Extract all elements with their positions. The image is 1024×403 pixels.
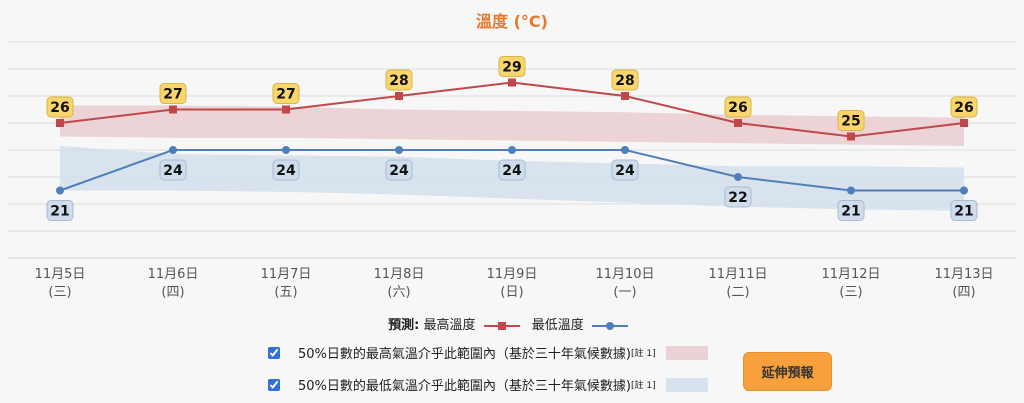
min-temp-value: 24 (615, 163, 635, 179)
max-temp-value: 28 (389, 73, 408, 89)
min-temp-label-box (724, 186, 752, 208)
max-band-label: 50%日數的最高氣溫介乎此範圍內（基於三十年氣候數據) (298, 347, 631, 362)
max-temp-label-box (272, 83, 300, 104)
max-band-toggle-row: 50%日數的最高氣溫介乎此範圍內（基於三十年氣候數據) [註 1] (268, 343, 708, 362)
max-temp-value: 27 (163, 87, 182, 103)
note-link[interactable]: [註 1] (630, 381, 656, 391)
x-axis-date-label: 11月6日 (148, 267, 199, 282)
forecast-legend: 預測: 最高溫度 最低溫度 (0, 314, 1024, 333)
chart-title: 溫度 (°C) (476, 12, 548, 31)
temperature-chart: 26 27 27 28 29 28 26 25 26 21 24 24 24 24 24 22 21 21 11月5… (8, 41, 1016, 300)
max-temp-value: 26 (728, 100, 747, 116)
max-temp-point[interactable] (960, 119, 968, 127)
max-temp-point[interactable] (169, 105, 177, 114)
legend-prefix: 預測: (388, 318, 420, 333)
x-axis-date-label: 11月7日 (261, 267, 312, 282)
max-temp-point[interactable] (621, 92, 629, 100)
max-line-marker-icon (483, 321, 520, 330)
min-temp-point[interactable] (847, 186, 855, 195)
note-link[interactable]: [註 1] (630, 349, 656, 359)
max-temp-value: 27 (276, 87, 295, 103)
min-temp-label-box (837, 200, 865, 221)
max-temp-value: 25 (841, 114, 860, 130)
min-band-checkbox[interactable] (268, 378, 280, 391)
max-temp-point[interactable] (56, 119, 64, 127)
max-temp-label-box (498, 56, 526, 77)
max-temp-point[interactable] (395, 92, 403, 100)
min-temp-value: 24 (502, 163, 522, 179)
min-temp-point[interactable] (282, 146, 290, 154)
min-temp-label-box (385, 159, 413, 181)
x-axis-date-label: 11月5日 (35, 267, 86, 282)
max-temp-band (60, 105, 964, 146)
min-temp-value: 22 (728, 190, 747, 206)
min-temp-value: 24 (276, 163, 296, 179)
x-axis-weekday-label: (四) (952, 285, 975, 300)
x-axis-date-label: 11月13日 (934, 267, 993, 282)
min-band-swatch (665, 377, 708, 392)
x-axis-weekday-label: (一) (613, 285, 636, 300)
x-axis-date-label: 11月11日 (708, 267, 767, 282)
min-temp-label-box (498, 159, 526, 181)
x-axis-weekday-label: (三) (48, 285, 71, 300)
max-temp-label-box (724, 96, 752, 118)
max-temp-value: 26 (954, 100, 973, 116)
x-axis-weekday-label: (二) (726, 285, 749, 300)
min-line-marker-icon (591, 321, 628, 330)
min-band-toggle-row: 50%日數的最低氣溫介乎此範圍內（基於三十年氣候數據) [註 1] (268, 375, 708, 394)
min-temp-label-box (159, 159, 187, 181)
x-axis-weekday-label: (四) (161, 285, 184, 300)
max-temp-label-box (611, 69, 639, 91)
min-band-label: 50%日數的最低氣溫介乎此範圍內（基於三十年氣候數據) (298, 379, 631, 394)
min-temp-point[interactable] (508, 146, 516, 154)
max-temp-point[interactable] (508, 78, 516, 87)
legend-max-label: 最高溫度 (423, 318, 476, 333)
max-temp-point[interactable] (734, 119, 742, 127)
x-axis-weekday-label: (五) (274, 285, 297, 300)
max-band-checkbox[interactable] (268, 346, 280, 359)
min-temp-point[interactable] (169, 146, 177, 154)
min-temp-label-box (611, 159, 639, 181)
max-temp-point[interactable] (847, 132, 855, 141)
max-temp-label-box (950, 96, 978, 118)
max-temp-label-box (159, 83, 187, 104)
min-temp-value: 21 (50, 204, 69, 220)
min-temp-point[interactable] (56, 186, 64, 195)
x-axis-date-label: 11月8日 (374, 267, 425, 282)
min-temp-label-box (272, 159, 300, 181)
min-temp-value: 21 (954, 204, 973, 220)
min-temp-value: 21 (841, 204, 860, 220)
max-temp-label-box (837, 110, 865, 131)
min-temp-value: 24 (389, 163, 409, 179)
max-temp-point[interactable] (282, 105, 290, 114)
min-temp-point[interactable] (734, 173, 742, 181)
x-axis-date-label: 11月9日 (487, 267, 538, 282)
x-axis-date-label: 11月12日 (821, 267, 880, 282)
min-temp-point[interactable] (960, 186, 968, 195)
max-band-swatch (665, 345, 708, 360)
min-temp-label-box (46, 200, 74, 221)
min-temp-value: 24 (163, 163, 183, 179)
extended-forecast-button[interactable]: 延伸預報 (743, 352, 832, 391)
max-temp-value: 26 (50, 100, 69, 116)
legend-min-label: 最低溫度 (531, 318, 584, 333)
min-temp-point[interactable] (395, 146, 403, 154)
x-axis-weekday-label: (六) (387, 285, 410, 300)
max-temp-label-box (46, 96, 74, 118)
max-temp-label-box (385, 69, 413, 91)
x-axis-date-label: 11月10日 (595, 267, 654, 282)
min-temp-point[interactable] (621, 146, 629, 154)
max-temp-value: 28 (615, 73, 634, 89)
x-axis-weekday-label: (日) (500, 285, 523, 300)
max-temp-value: 29 (502, 60, 521, 76)
min-temp-label-box (950, 200, 978, 221)
x-axis-weekday-label: (三) (839, 285, 862, 300)
